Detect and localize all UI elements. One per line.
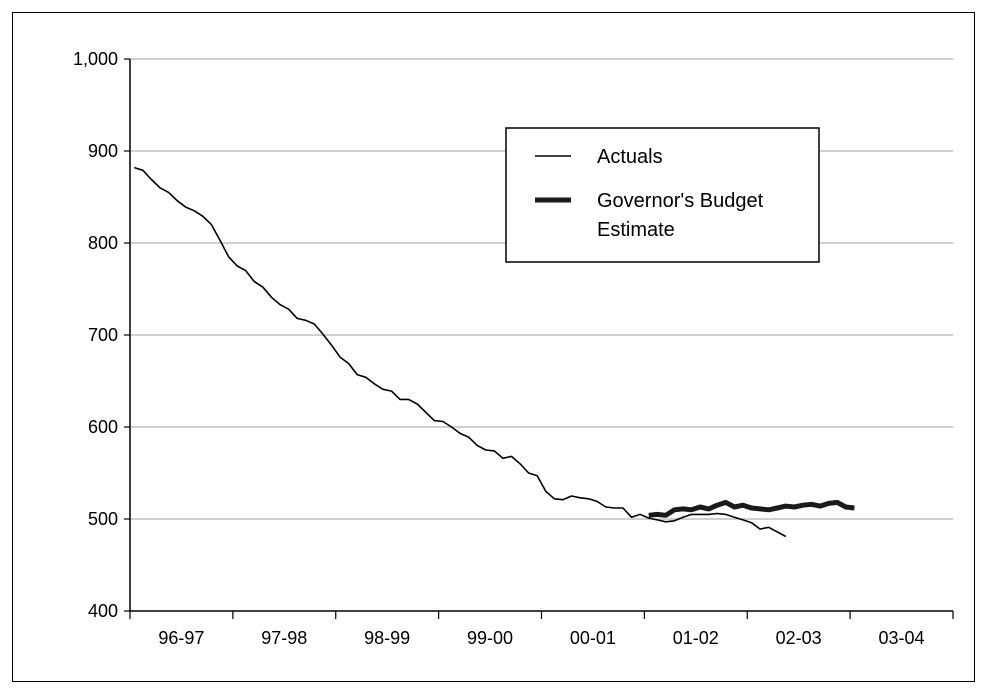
x-tick-label: 02-03	[776, 628, 822, 648]
chart-frame	[12, 12, 975, 682]
x-tick-label: 01-02	[673, 628, 719, 648]
series-line-governors-budget-estimate	[648, 499, 855, 518]
legend-label-governors-budget-line2: Estimate	[597, 219, 675, 241]
y-tick-label: 700	[88, 325, 118, 345]
y-tick-label: 800	[88, 233, 118, 253]
series-line-actuals	[134, 166, 787, 538]
x-tick-label: 03-04	[879, 628, 925, 648]
x-tick-label: 96-97	[158, 628, 204, 648]
y-tick-label: 1,000	[73, 49, 118, 69]
legend-box	[505, 127, 820, 263]
x-tick-label: 98-99	[364, 628, 410, 648]
series-lines	[134, 166, 855, 538]
y-tick-label: 500	[88, 509, 118, 529]
y-tick-label: 600	[88, 417, 118, 437]
y-tick-label: 900	[88, 141, 118, 161]
x-tick-label: 99-00	[467, 628, 513, 648]
x-tick-label: 97-98	[261, 628, 307, 648]
y-axis-ticks: 400 500 600 700 800 900 1,000	[73, 49, 130, 621]
x-axis-ticks: 96-97 97-98 98-99 99-00 00-01 01-02 02-03 03-04	[129, 611, 954, 648]
x-tick-label: 00-01	[570, 628, 616, 648]
legend-label-actuals: Actuals	[597, 146, 663, 168]
y-tick-label: 400	[88, 601, 118, 621]
legend: Actuals Governor's Budget Estimate	[505, 127, 820, 263]
legend-label-governors-budget-line1: Governor's Budget	[597, 190, 764, 212]
